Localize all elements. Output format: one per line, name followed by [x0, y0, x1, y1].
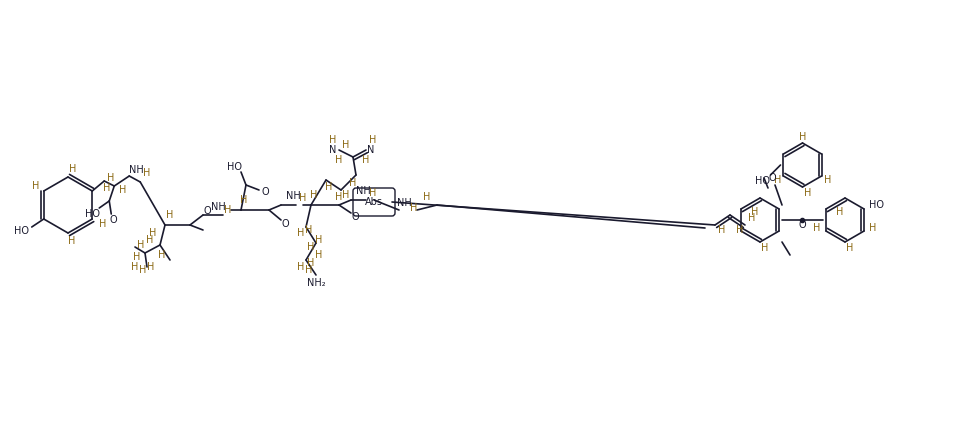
Text: O: O: [204, 206, 211, 216]
Text: NH₂: NH₂: [307, 278, 325, 288]
Text: H: H: [804, 188, 812, 198]
Text: NH: NH: [129, 165, 143, 175]
Text: H: H: [824, 175, 831, 185]
Text: H: H: [362, 155, 370, 165]
Text: H: H: [342, 140, 350, 150]
Text: H: H: [297, 228, 305, 238]
Text: H: H: [325, 182, 333, 192]
Text: H: H: [131, 262, 139, 272]
Text: HO: HO: [85, 209, 99, 219]
Text: HO: HO: [870, 200, 884, 210]
Text: H: H: [307, 242, 315, 252]
Text: H: H: [736, 225, 744, 235]
Text: H: H: [329, 135, 337, 145]
Text: H: H: [336, 192, 342, 202]
Text: H: H: [305, 265, 313, 275]
Text: H: H: [836, 207, 844, 217]
Text: NH: NH: [210, 202, 226, 212]
Text: H: H: [761, 243, 769, 253]
Text: H: H: [299, 193, 307, 203]
Text: H: H: [240, 195, 248, 205]
Text: H: H: [68, 236, 76, 246]
Text: H: H: [159, 250, 165, 260]
Text: H: H: [311, 190, 317, 200]
Text: H: H: [773, 175, 781, 185]
Text: H: H: [315, 250, 323, 260]
Text: H: H: [336, 155, 342, 165]
Text: H: H: [349, 178, 357, 188]
Text: O: O: [281, 219, 289, 229]
Text: H: H: [814, 223, 820, 233]
Text: H: H: [98, 219, 106, 229]
Text: H: H: [70, 164, 76, 174]
Text: HO: HO: [228, 162, 243, 172]
Text: N: N: [367, 145, 375, 155]
Text: H: H: [718, 225, 726, 235]
Text: O: O: [769, 173, 776, 183]
Text: Abs: Abs: [365, 197, 383, 207]
Text: H: H: [869, 223, 877, 233]
Text: H: H: [297, 262, 305, 272]
Text: NH: NH: [397, 198, 411, 208]
Text: H: H: [369, 135, 377, 145]
Text: H: H: [106, 173, 114, 183]
Text: HO: HO: [755, 176, 770, 186]
Text: O: O: [798, 220, 806, 230]
Text: H: H: [410, 203, 418, 213]
Text: H: H: [33, 181, 39, 191]
Text: H: H: [749, 213, 755, 223]
Text: H: H: [369, 188, 377, 198]
Text: H: H: [166, 210, 174, 220]
Text: NH: NH: [286, 191, 300, 201]
Text: H: H: [225, 205, 231, 215]
Text: O: O: [261, 187, 269, 197]
Text: H: H: [149, 228, 157, 238]
Text: H: H: [846, 243, 854, 253]
Text: H: H: [102, 183, 110, 193]
Text: H: H: [146, 235, 154, 245]
Text: H: H: [119, 185, 126, 195]
Text: HO: HO: [14, 226, 30, 236]
Text: H: H: [424, 192, 431, 202]
Text: NH: NH: [356, 186, 370, 196]
Text: O: O: [109, 215, 117, 225]
Text: N: N: [329, 145, 337, 155]
Text: H: H: [142, 168, 150, 178]
Text: H: H: [315, 235, 323, 245]
Text: H: H: [342, 190, 350, 200]
Text: H: H: [138, 240, 144, 250]
Text: O: O: [351, 212, 358, 222]
Text: H: H: [147, 262, 155, 272]
Text: H: H: [140, 265, 146, 275]
Text: H: H: [751, 207, 759, 217]
FancyBboxPatch shape: [353, 188, 395, 216]
Text: H: H: [133, 252, 141, 262]
Text: H: H: [799, 132, 806, 142]
Text: H: H: [305, 225, 313, 235]
Text: H: H: [307, 258, 315, 268]
